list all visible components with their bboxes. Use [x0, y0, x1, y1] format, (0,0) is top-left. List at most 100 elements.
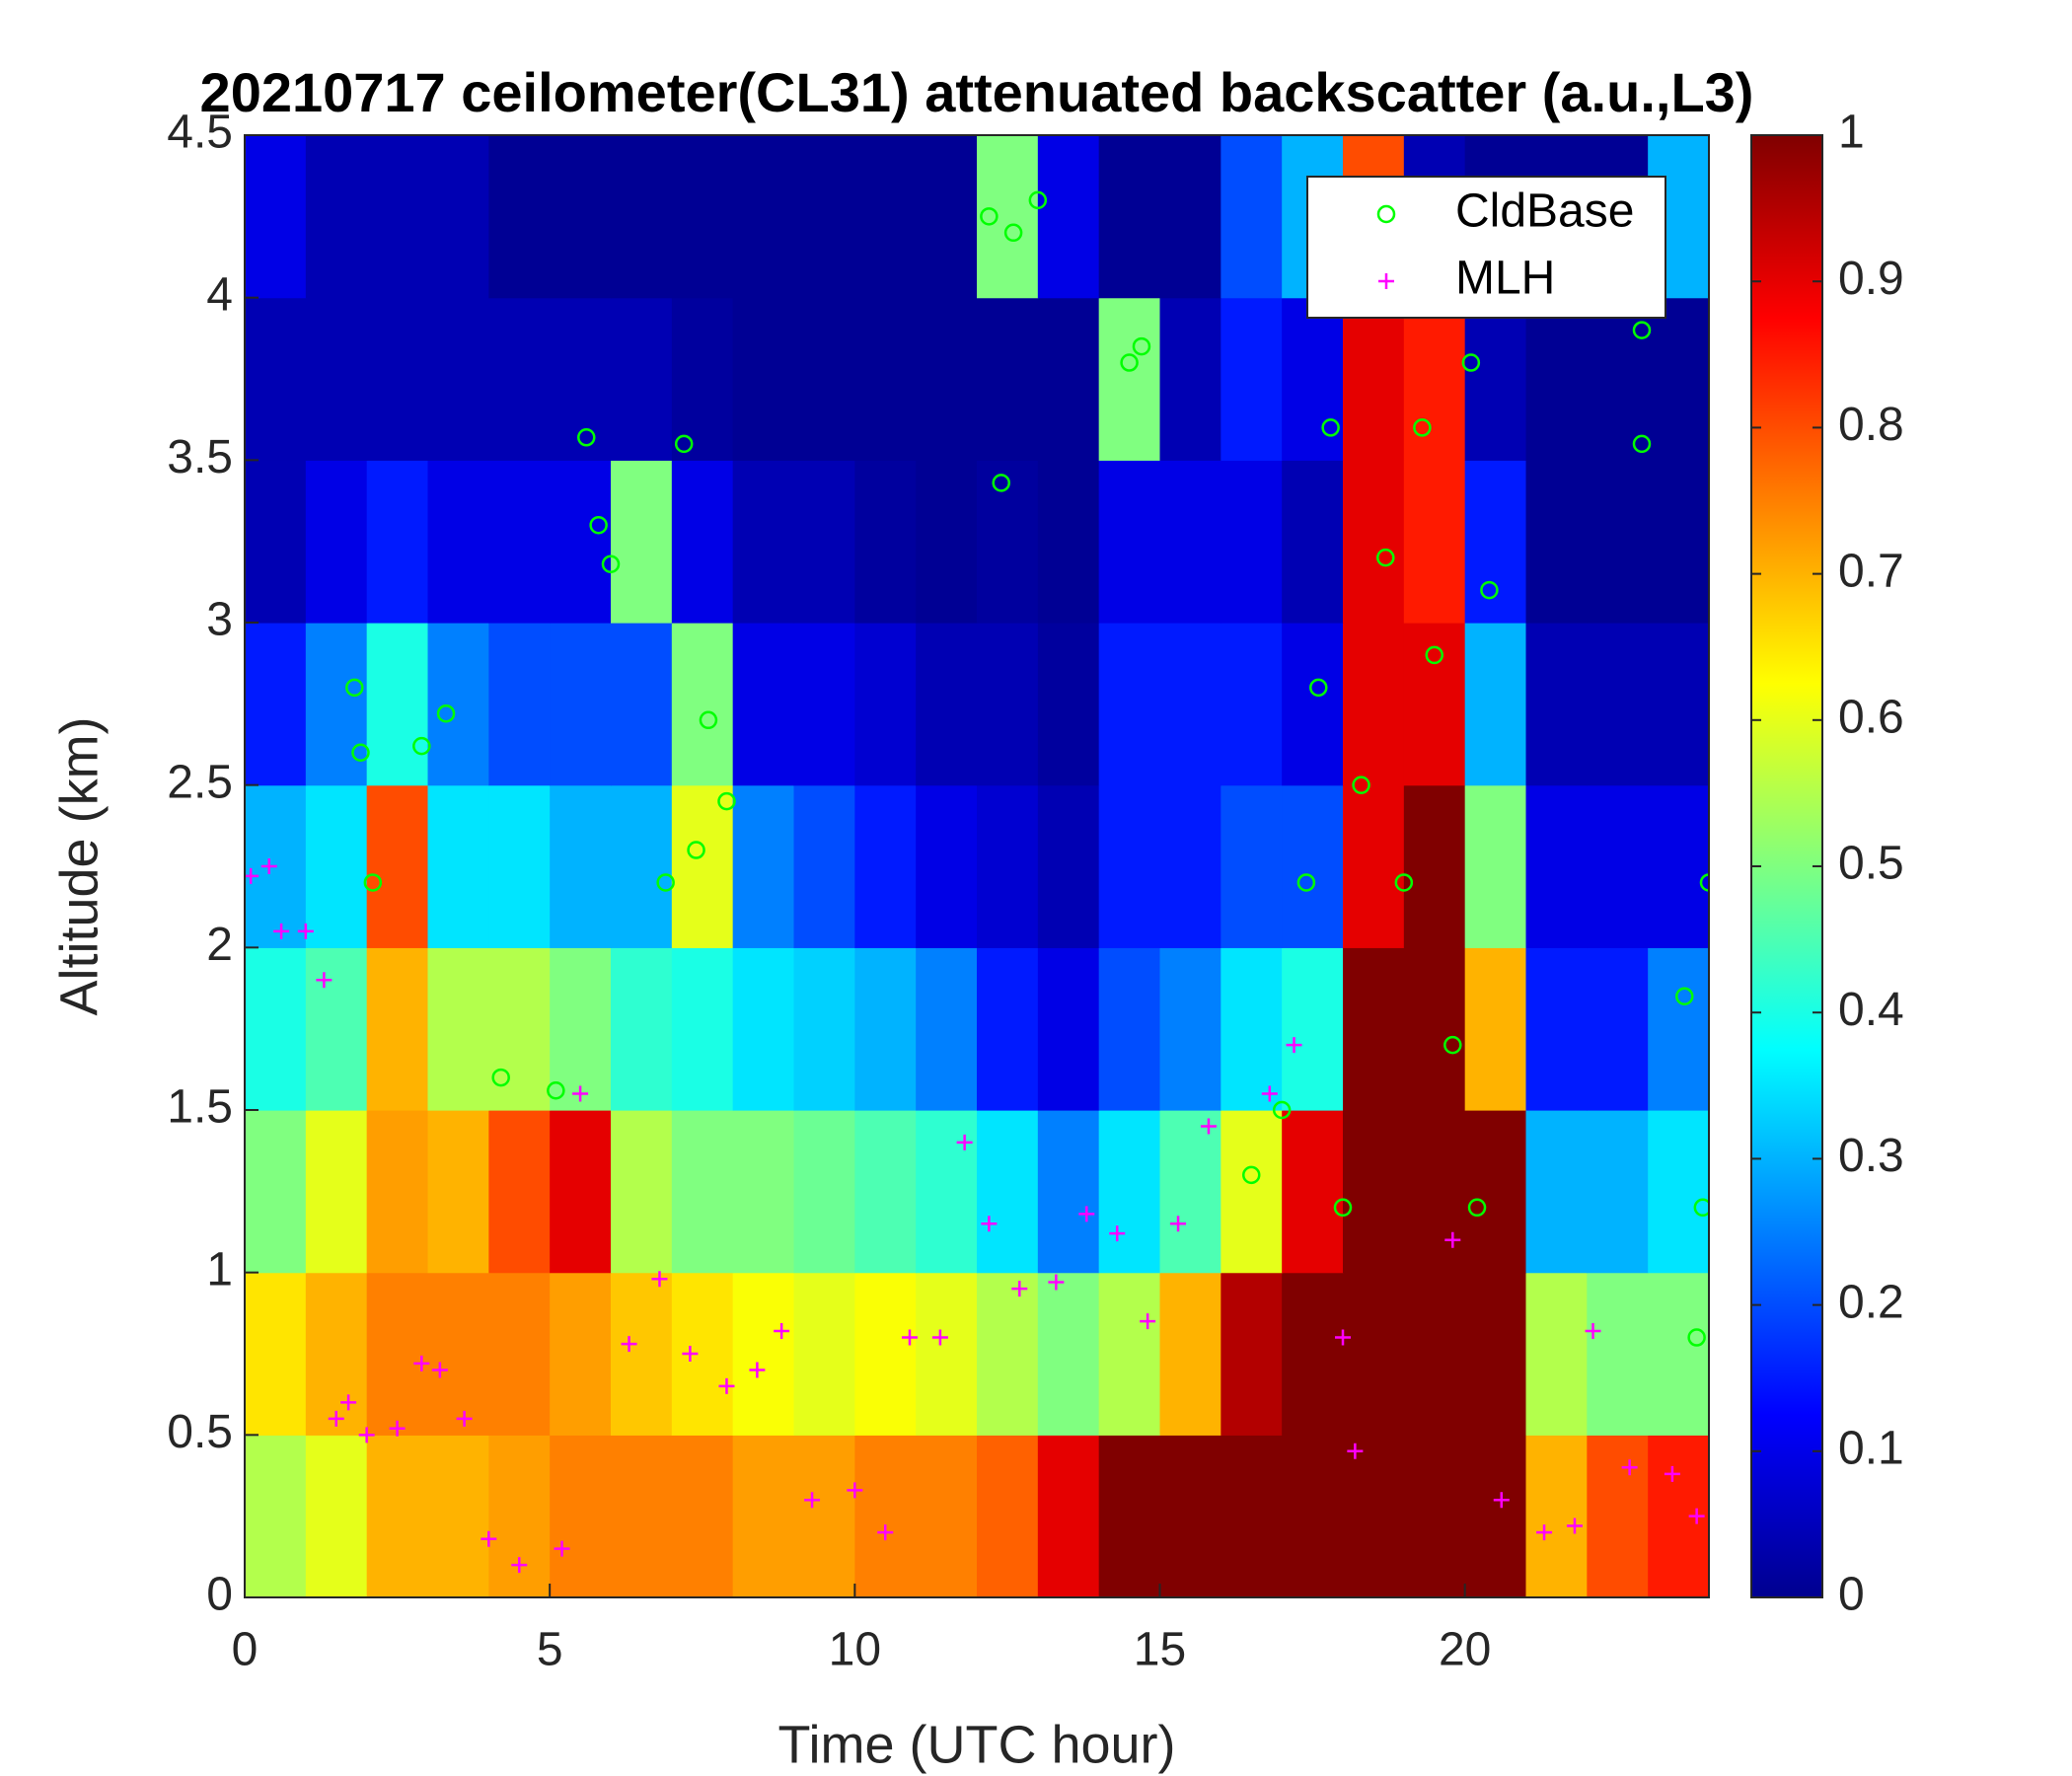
- mlh-point: [273, 923, 290, 939]
- heatmap-cell: [550, 135, 612, 299]
- heatmap-cell: [427, 784, 489, 948]
- heatmap-cell: [1159, 623, 1221, 786]
- heatmap-cell: [366, 947, 429, 1111]
- cldbase-point: [436, 703, 456, 723]
- mlh-point: [481, 1530, 497, 1547]
- heatmap-cell: [1098, 784, 1161, 948]
- heatmap-cell: [671, 135, 734, 299]
- mlh-point: [1200, 1118, 1217, 1135]
- legend-marker: [1378, 273, 1394, 289]
- heatmap-cell: [1159, 947, 1221, 1111]
- heatmap-cell: [854, 947, 917, 1111]
- cldbase-point: [589, 515, 608, 535]
- heatmap-cell: [977, 623, 1039, 786]
- heatmap-cell: [1587, 1110, 1649, 1274]
- heatmap-cell: [550, 623, 612, 786]
- cldbase-point: [1333, 1198, 1353, 1218]
- mlh-point: [1566, 1517, 1583, 1534]
- cldbase-point: [1394, 873, 1414, 892]
- colorbar-tick-label: 1: [1838, 107, 1865, 159]
- heatmap-cell: [1343, 1110, 1405, 1274]
- heatmap-cell: [1282, 1272, 1344, 1436]
- heatmap-cell: [1648, 1272, 1709, 1436]
- colorbar-tick-label: 0.1: [1838, 1422, 1904, 1474]
- x-tick-label: 10: [829, 1624, 881, 1676]
- heatmap-cell: [671, 1272, 734, 1436]
- heatmap-cell: [488, 784, 551, 948]
- heatmap-cell: [1098, 1435, 1161, 1597]
- mlh-point: [260, 858, 277, 874]
- heatmap-cell: [1037, 297, 1100, 461]
- cldbase-point: [577, 428, 596, 447]
- heatmap-cell: [1464, 1272, 1527, 1436]
- colorbar-tick-label: 0.5: [1838, 838, 1904, 890]
- heatmap-cell: [245, 135, 307, 299]
- mlh-point: [774, 1322, 790, 1339]
- mlh-point: [554, 1540, 570, 1557]
- heatmap-cell: [977, 1435, 1039, 1597]
- heatmap-cell: [366, 1435, 429, 1597]
- heatmap-cell: [1159, 1272, 1221, 1436]
- cldbase-point: [1120, 353, 1139, 372]
- cldbase-point: [1632, 321, 1652, 339]
- x-axis-label: Time (UTC hour): [777, 1715, 1175, 1774]
- heatmap-cell: [793, 947, 855, 1111]
- heatmap-cell: [1648, 623, 1709, 786]
- heatmap-cell: [732, 1272, 795, 1436]
- cldbase-point: [1352, 776, 1370, 794]
- heatmap-cell: [977, 1110, 1039, 1274]
- heatmap-cell: [366, 1272, 429, 1436]
- heatmap-cell: [1282, 623, 1344, 786]
- heatmap-cell: [1282, 784, 1344, 948]
- cldbase-point: [1272, 1100, 1292, 1120]
- heatmap-cell: [611, 297, 673, 461]
- cldbase-point: [412, 736, 431, 756]
- cldbase-point: [1461, 353, 1481, 372]
- heatmap-cell: [1098, 1272, 1161, 1436]
- heatmap-cell: [1098, 460, 1161, 624]
- mlh-point: [1493, 1492, 1510, 1509]
- mlh-point: [877, 1524, 894, 1541]
- mlh-point: [511, 1557, 528, 1574]
- heatmap-cell: [732, 460, 795, 624]
- mlh-point: [1444, 1231, 1461, 1248]
- heatmap-cell: [550, 1110, 612, 1274]
- heatmap-cell: [1403, 297, 1466, 461]
- heatmap-cell: [488, 460, 551, 624]
- heatmap-cell: [1037, 784, 1100, 948]
- heatmap-cell: [1343, 947, 1405, 1111]
- x-tick-label: 15: [1134, 1624, 1186, 1676]
- cldbase-point: [992, 474, 1010, 492]
- heatmap-cell: [611, 947, 673, 1111]
- cldbase-point: [687, 841, 705, 859]
- heatmap-cell: [1159, 297, 1221, 461]
- heatmap-cell: [1464, 1110, 1527, 1274]
- mlh-point: [1048, 1274, 1065, 1291]
- colorbar-tick-label: 0.4: [1838, 984, 1904, 1036]
- heatmap-cell: [245, 947, 307, 1111]
- heatmap-cell: [1464, 947, 1527, 1111]
- mlh-point: [1664, 1465, 1680, 1482]
- heatmap-cell: [977, 297, 1039, 461]
- heatmap-cell: [1159, 135, 1221, 299]
- mlh-point: [431, 1362, 448, 1378]
- heatmap-cell: [1587, 297, 1649, 461]
- heatmap-cell: [1648, 460, 1709, 624]
- legend-marker: [1376, 204, 1396, 224]
- heatmap-cell: [1525, 784, 1588, 948]
- colorbar: [1751, 135, 1822, 1597]
- heatmap-cell: [854, 1110, 917, 1274]
- heatmap-cell: [1098, 297, 1161, 461]
- heatmap-cell: [305, 297, 368, 461]
- y-tick-label: 2: [206, 919, 233, 971]
- heatmap-cell: [1403, 947, 1466, 1111]
- heatmap-cell: [854, 784, 917, 948]
- heatmap-cell: [305, 460, 368, 624]
- heatmap-cell: [550, 1435, 612, 1597]
- heatmap-cell: [1221, 297, 1283, 461]
- heatmap-cell: [1282, 1435, 1344, 1597]
- mlh-point: [1140, 1313, 1156, 1330]
- cldbase-point: [699, 710, 718, 730]
- heatmap-cell: [1403, 1110, 1466, 1274]
